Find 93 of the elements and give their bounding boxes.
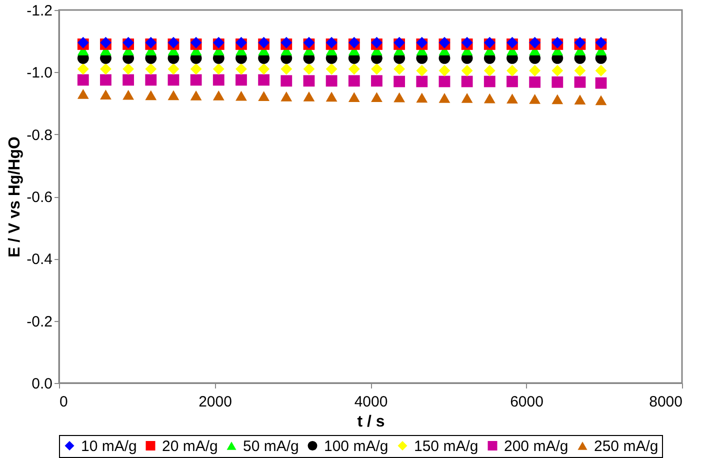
x-tick-label: 6000	[510, 394, 544, 410]
point	[280, 91, 292, 102]
point	[461, 76, 473, 88]
point	[100, 63, 112, 75]
point	[212, 63, 224, 75]
point	[574, 76, 586, 88]
point	[348, 63, 360, 75]
point	[122, 74, 134, 86]
point	[438, 76, 450, 88]
point	[371, 75, 382, 87]
point	[122, 63, 134, 75]
point	[348, 75, 360, 87]
point	[303, 75, 315, 87]
x-axis-title: t / s	[357, 414, 385, 430]
point	[461, 64, 473, 76]
point	[326, 75, 338, 87]
point	[100, 90, 112, 100]
point	[236, 90, 247, 101]
y-axis-title: E / V vs Hg/HgO	[6, 136, 24, 258]
point	[416, 92, 428, 103]
point	[190, 63, 202, 75]
legend-label: 10 mA/g	[81, 438, 137, 455]
point	[529, 94, 541, 104]
point	[506, 76, 518, 88]
point	[168, 90, 180, 100]
point	[552, 76, 564, 88]
point	[371, 92, 382, 102]
point	[394, 63, 406, 75]
point	[484, 64, 496, 76]
point	[574, 94, 586, 104]
point	[77, 88, 89, 99]
point	[145, 63, 157, 75]
point	[280, 63, 292, 75]
point	[168, 63, 180, 75]
point	[484, 93, 496, 104]
point	[552, 94, 564, 104]
point	[258, 74, 270, 86]
point	[77, 63, 89, 75]
x-tick-label: 8000	[649, 394, 682, 410]
y-tick-label: -1.2	[26, 2, 52, 20]
point	[371, 63, 382, 75]
legend-label: 200 mA/g	[504, 438, 568, 455]
point	[236, 63, 247, 75]
legend-label: 150 mA/g	[414, 438, 478, 455]
point	[258, 91, 270, 102]
point	[484, 76, 496, 88]
point	[303, 91, 315, 102]
point	[168, 74, 180, 86]
point	[280, 75, 292, 87]
y-tick-label: -0.6	[26, 189, 52, 206]
point	[258, 63, 270, 75]
point	[303, 63, 315, 75]
point	[506, 94, 518, 104]
x-tick-label: 2000	[198, 394, 232, 410]
point	[416, 64, 428, 76]
point	[122, 90, 134, 100]
point	[438, 64, 450, 76]
point	[100, 74, 112, 86]
point	[190, 74, 202, 86]
x-tick-label: 4000	[354, 394, 388, 410]
point	[506, 64, 518, 76]
point	[190, 90, 202, 100]
point	[212, 74, 224, 86]
point	[394, 92, 406, 102]
point	[529, 76, 541, 88]
y-tick-label: -0.2	[26, 313, 52, 330]
point	[145, 90, 157, 100]
y-tick-label: -0.8	[26, 126, 52, 144]
y-tick-label: -1.0	[26, 64, 52, 82]
point	[145, 74, 157, 86]
point	[236, 74, 247, 86]
legend-label: 100 mA/g	[324, 438, 388, 455]
point	[461, 93, 473, 103]
y-tick-label: -0.4	[26, 251, 52, 268]
point	[348, 92, 360, 102]
point	[212, 90, 224, 100]
legend-label: 20 mA/g	[162, 438, 218, 455]
legend-label: 250 mA/g	[594, 438, 658, 455]
point	[595, 95, 607, 106]
point	[574, 64, 586, 76]
point	[529, 64, 541, 76]
point	[438, 93, 450, 103]
point	[595, 64, 607, 76]
legend-label: 50 mA/g	[243, 438, 299, 455]
point	[326, 63, 338, 75]
point	[326, 92, 338, 102]
y-tick-label: 0.0	[32, 376, 52, 392]
point	[552, 64, 564, 76]
x-tick-label: 0	[60, 394, 68, 410]
point	[416, 76, 428, 88]
point	[77, 74, 89, 86]
point	[595, 77, 607, 89]
point	[394, 76, 406, 88]
